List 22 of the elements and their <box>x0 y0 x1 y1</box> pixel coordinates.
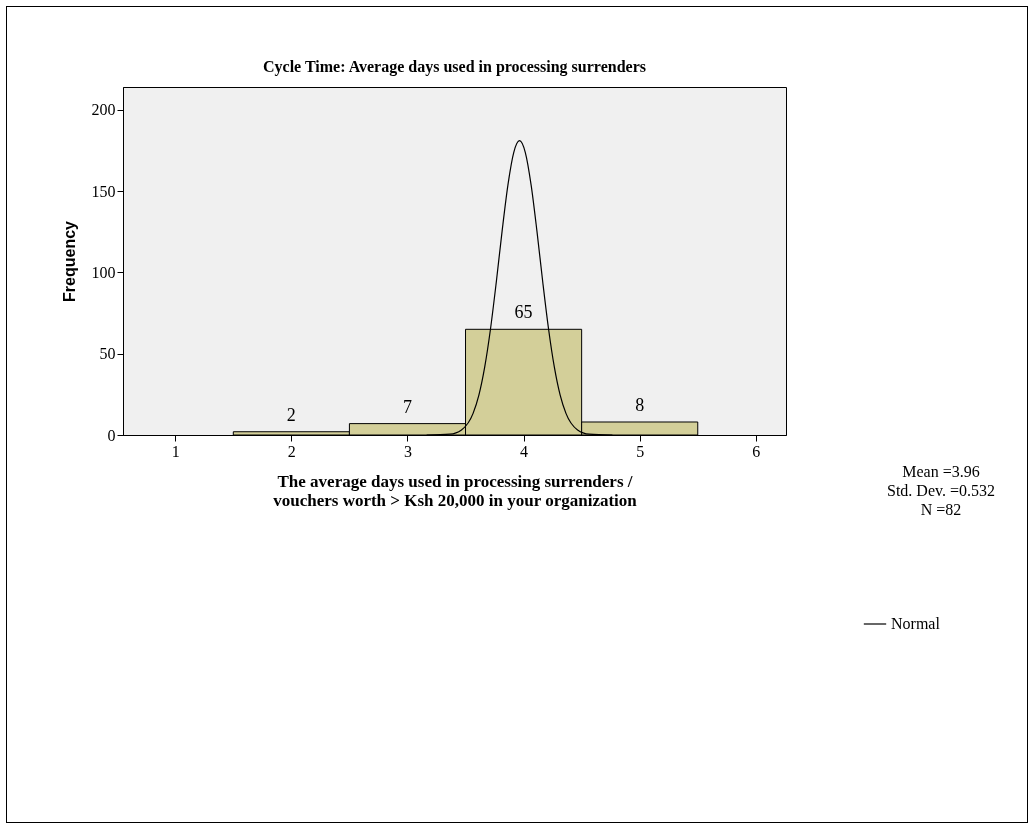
x-tick-label: 2 <box>287 442 296 460</box>
data-label: 65 <box>514 302 533 323</box>
x-tick-label: 5 <box>636 442 645 460</box>
y-tick-label: 50 <box>99 345 116 363</box>
y-tick-label: 200 <box>91 101 116 119</box>
data-label: 8 <box>635 394 645 415</box>
x-tick-label: 4 <box>520 442 529 460</box>
y-tick-label: 0 <box>107 426 116 444</box>
y-axis-title: Frequency <box>60 220 78 302</box>
x-tick-label: 1 <box>171 442 180 460</box>
text: Mean =3.96 <box>901 462 981 481</box>
text: N =82 <box>919 500 963 519</box>
chart-title: Cycle Time: Average days used in processing surrenders <box>263 58 646 76</box>
x-axis-title: The average days used in processing surrenders / vouchers worth > Ksh 20,000 in your organization <box>273 471 638 510</box>
y-tick-label: 100 <box>91 263 116 281</box>
x-tick-label: 6 <box>752 442 761 460</box>
data-label: 2 <box>286 404 296 425</box>
data-label: 7 <box>402 396 412 417</box>
text: Std. Dev. =0.532 <box>887 481 995 500</box>
legend-label: Normal <box>891 615 941 632</box>
x-tick-label: 3 <box>403 442 412 460</box>
y-tick-label: 150 <box>91 182 116 200</box>
